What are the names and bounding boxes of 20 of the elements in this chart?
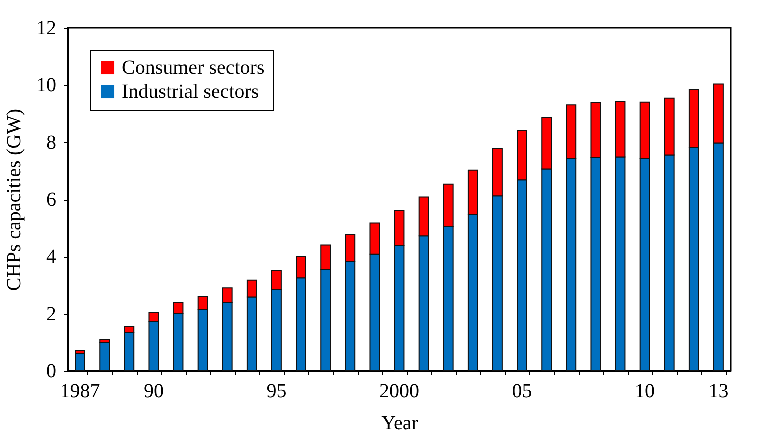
x-tick-label: 10 [635,380,656,402]
x-tick-label: 1987 [60,380,100,402]
x-tick-label: 13 [708,380,729,402]
y-tick-label: 10 [36,74,56,97]
y-tick-label: 4 [46,246,56,268]
x-axis-title: Year [382,412,419,433]
legend-label: Consumer sectors [122,57,265,79]
x-tick-label: 2000 [380,380,420,402]
x-tick-label: 90 [144,380,164,402]
y-tick-label: 6 [46,189,56,211]
bar [100,342,110,372]
y-axis-title: CHPs capacities (GW) [4,108,26,292]
x-tick-label: 95 [266,380,287,402]
x-tick-label: 05 [512,380,532,402]
y-tick-label: 12 [36,18,56,40]
y-tick-label: 8 [46,132,56,154]
y-tick-label: 2 [46,303,56,326]
legend-label: Industrial sectors [122,81,260,103]
y-tick-label: 0 [46,360,56,382]
bar [75,353,86,372]
